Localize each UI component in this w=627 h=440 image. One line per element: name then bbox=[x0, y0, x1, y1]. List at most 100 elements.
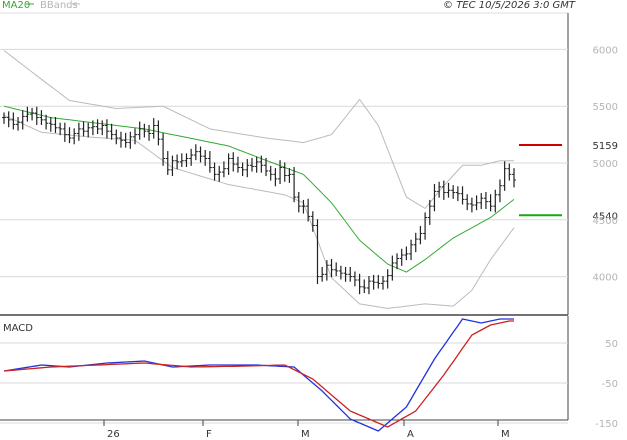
price-bar bbox=[376, 274, 381, 289]
level-label: 4540 bbox=[593, 211, 618, 222]
macd-title: MACD bbox=[3, 323, 33, 334]
macd-y-tick: -50 bbox=[602, 379, 618, 390]
price-bar bbox=[446, 182, 451, 198]
price-bar bbox=[189, 148, 194, 166]
price-bar bbox=[352, 271, 357, 287]
price-bar bbox=[193, 144, 198, 161]
price-bar bbox=[493, 189, 498, 213]
price-bar bbox=[292, 166, 297, 203]
price-panel: 5159 4540 6000 5500 5000 4500 4000 bbox=[0, 12, 618, 316]
price-bar bbox=[34, 106, 39, 125]
bb-lower-line bbox=[3, 114, 515, 309]
price-bar bbox=[221, 161, 226, 178]
price-bar bbox=[465, 194, 470, 211]
ma20-line bbox=[3, 105, 515, 273]
price-bar bbox=[455, 186, 460, 202]
price-bar bbox=[11, 112, 16, 130]
price-bar bbox=[413, 232, 418, 253]
price-bar bbox=[502, 161, 507, 191]
price-bar bbox=[62, 122, 67, 142]
price-bar bbox=[212, 162, 217, 181]
price-bar bbox=[217, 165, 222, 182]
price-bar bbox=[2, 112, 6, 124]
price-bar bbox=[128, 131, 133, 149]
price-bar bbox=[409, 239, 414, 261]
price-bar bbox=[315, 219, 320, 284]
price-bar bbox=[427, 199, 432, 225]
price-bar bbox=[395, 253, 400, 270]
price-y-tick: 6000 bbox=[593, 45, 618, 56]
price-bar bbox=[512, 168, 516, 188]
price-bar bbox=[432, 184, 437, 212]
level-label: 5159 bbox=[593, 141, 618, 152]
price-bar bbox=[203, 149, 208, 166]
price-bar bbox=[100, 120, 105, 136]
price-bar bbox=[254, 156, 259, 173]
price-bar bbox=[90, 120, 95, 136]
price-bar bbox=[123, 132, 128, 148]
price-bar bbox=[133, 128, 138, 145]
price-bar bbox=[437, 181, 442, 198]
price-bar bbox=[179, 153, 184, 167]
price-bar bbox=[418, 226, 423, 245]
price-bar bbox=[95, 119, 100, 135]
price-bar bbox=[264, 157, 269, 177]
bb-upper-line bbox=[3, 50, 514, 210]
price-bar bbox=[6, 111, 11, 128]
price-bar bbox=[343, 266, 348, 282]
price-bar bbox=[278, 160, 283, 185]
price-bar bbox=[441, 180, 446, 200]
price-bar bbox=[404, 246, 409, 261]
price-bar bbox=[25, 106, 30, 122]
price-bar bbox=[460, 186, 465, 205]
price-bar bbox=[324, 260, 329, 281]
price-bar bbox=[165, 151, 170, 175]
price-bar bbox=[399, 248, 404, 266]
price-bar bbox=[48, 116, 53, 132]
macd-y-tick: -150 bbox=[595, 419, 618, 430]
price-bar bbox=[451, 185, 456, 199]
price-bar bbox=[310, 211, 315, 232]
price-bar bbox=[104, 119, 109, 139]
x-axis: 26 F M A M bbox=[103, 420, 510, 440]
price-bar bbox=[72, 128, 77, 145]
price-bar bbox=[329, 258, 334, 278]
price-bar bbox=[338, 265, 343, 280]
price-bar bbox=[249, 157, 254, 172]
price-bar bbox=[469, 197, 474, 213]
price-bar bbox=[81, 121, 86, 137]
price-bar bbox=[380, 276, 385, 290]
price-bar bbox=[390, 255, 395, 281]
price-y-tick: 4500 bbox=[593, 216, 618, 227]
price-bar bbox=[151, 118, 156, 139]
macd-line bbox=[3, 318, 514, 432]
price-bar bbox=[76, 122, 81, 141]
price-bar bbox=[385, 269, 390, 289]
x-axis-label: 26 bbox=[107, 429, 120, 440]
price-bar bbox=[320, 266, 325, 282]
price-bar bbox=[287, 168, 292, 183]
price-bar bbox=[142, 123, 147, 138]
price-bar bbox=[268, 165, 273, 181]
x-axis-label: A bbox=[407, 429, 414, 440]
price-bar bbox=[16, 116, 21, 131]
price-bar bbox=[479, 193, 484, 210]
price-bar bbox=[198, 146, 203, 163]
price-bar bbox=[156, 120, 161, 146]
macd-signal-line bbox=[3, 320, 514, 428]
price-bar bbox=[44, 114, 49, 130]
price-bar bbox=[175, 154, 180, 170]
legend-ma20: MA20 bbox=[2, 0, 30, 11]
price-bar bbox=[296, 191, 301, 213]
macd-y-tick: 50 bbox=[605, 339, 618, 350]
price-bar bbox=[184, 153, 189, 167]
price-bar bbox=[306, 198, 311, 222]
price-bar bbox=[114, 129, 119, 145]
price-bar bbox=[474, 195, 479, 211]
price-bar bbox=[282, 162, 287, 182]
price-y-tick: 5000 bbox=[593, 159, 618, 170]
price-y-tick: 4000 bbox=[593, 273, 618, 284]
price-bar bbox=[423, 212, 428, 240]
price-bar bbox=[240, 162, 245, 177]
